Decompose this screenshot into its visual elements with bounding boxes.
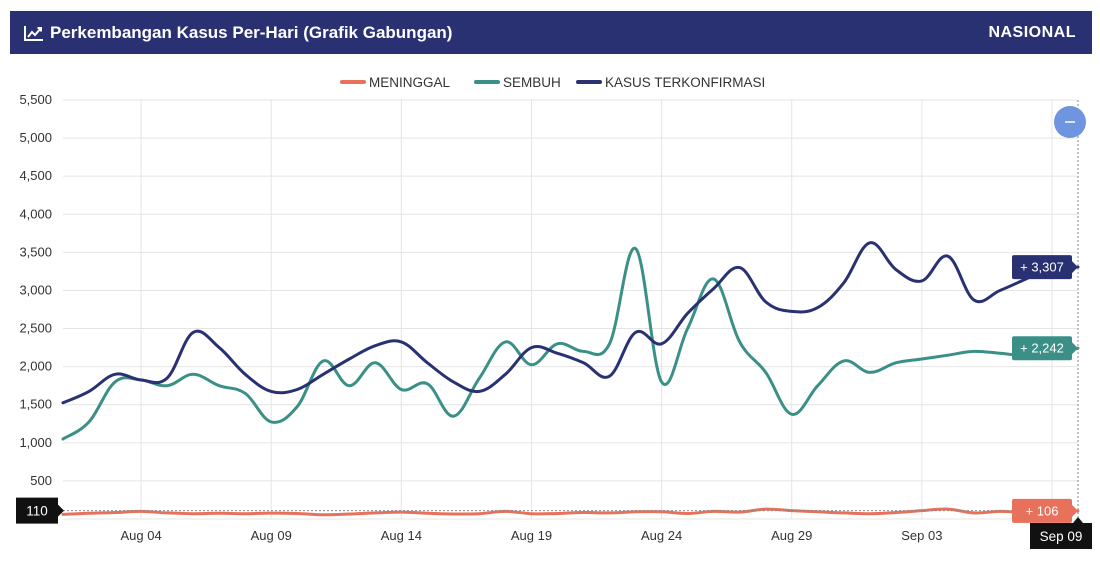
series-line-meninggal[interactable]: [61, 507, 1080, 517]
y-tick-label: 3,500: [19, 244, 52, 259]
chart-line-icon: [24, 25, 43, 41]
y-tick-label: 2,500: [19, 321, 52, 336]
region-label: NASIONAL: [988, 23, 1076, 41]
legend-label: KASUS TERKONFIRMASI: [605, 75, 765, 90]
x-tick-label: Sep 03: [901, 528, 942, 543]
y-tick-label: 1,500: [19, 397, 52, 412]
last-value-badge: [1012, 336, 1072, 361]
badge-pointer: [1072, 504, 1078, 517]
badge-pointer: [1072, 261, 1078, 274]
chart-header: Perkembangan Kasus Per-Hari (Grafik Gabu…: [10, 11, 1092, 54]
last-value-badge: [1012, 255, 1072, 280]
y-tick-label: 3,000: [19, 282, 52, 297]
y-tick-label: 4,000: [19, 206, 52, 221]
last-value-label: + 3,307: [1020, 260, 1064, 275]
y-tick-label: 5,500: [19, 92, 52, 107]
x-tick-label: Aug 09: [251, 528, 292, 543]
x-tick-label: Aug 19: [511, 528, 552, 543]
crosshair-y-badge: [16, 497, 58, 524]
header-left: Perkembangan Kasus Per-Hari (Grafik Gabu…: [24, 23, 452, 43]
chart-title: Perkembangan Kasus Per-Hari (Grafik Gabu…: [50, 22, 453, 42]
crosshair-x-badge: [1030, 523, 1092, 549]
y-tick-label: 5,000: [19, 130, 52, 145]
legend-label: SEMBUH: [503, 75, 561, 90]
series-line-kasus-terkonfirmasi[interactable]: [61, 241, 1080, 405]
y-tick-label: 500: [30, 473, 52, 488]
last-value-label: + 106: [1026, 503, 1059, 518]
crosshair-x-pointer: [1073, 517, 1083, 523]
x-tick-label: Aug 29: [771, 528, 812, 543]
crosshair-x-label: Sep 09: [1040, 529, 1083, 544]
legend-label: MENINGGAL: [369, 75, 451, 90]
x-tick-label: Aug 04: [120, 528, 161, 543]
chart-area[interactable]: 05001,0001,5002,0002,5003,0003,5004,0004…: [0, 56, 1100, 561]
line-chart[interactable]: 05001,0001,5002,0002,5003,0003,5004,0004…: [0, 56, 1100, 561]
crosshair-y-label: 110: [26, 504, 48, 519]
y-tick-label: 4,500: [19, 168, 52, 183]
badge-pointer: [1072, 342, 1078, 355]
last-value-label: + 2,242: [1020, 341, 1064, 356]
crosshair-y-pointer: [58, 504, 64, 517]
last-value-badge: [1012, 498, 1072, 523]
x-tick-label: Aug 24: [641, 528, 682, 543]
y-tick-label: 2,000: [19, 359, 52, 374]
y-tick-label: 1,000: [19, 435, 52, 450]
x-tick-label: Aug 14: [381, 528, 422, 543]
series-line-sembuh[interactable]: [61, 247, 1080, 441]
